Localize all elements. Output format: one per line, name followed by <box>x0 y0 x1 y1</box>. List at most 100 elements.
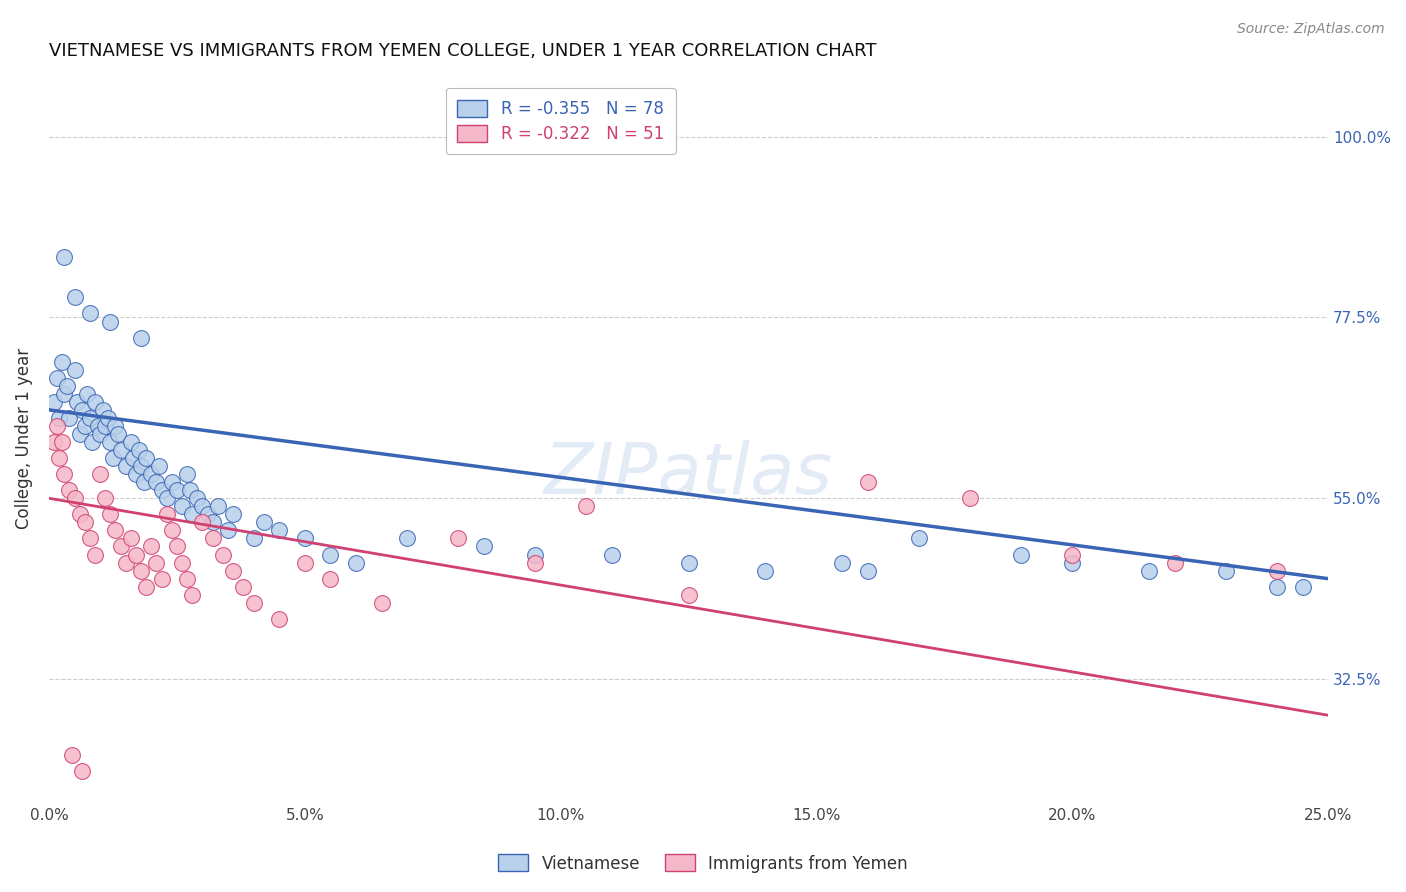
Point <box>201 532 224 546</box>
Point <box>42 435 65 450</box>
Point <box>253 516 276 530</box>
Point <box>472 540 495 554</box>
Point <box>84 548 107 562</box>
Point <box>94 419 117 434</box>
Point <box>73 419 96 434</box>
Point <box>1010 548 1032 562</box>
Point <box>84 395 107 409</box>
Point <box>97 411 120 425</box>
Point <box>148 459 170 474</box>
Point <box>176 572 198 586</box>
Point <box>91 403 114 417</box>
Point <box>114 459 136 474</box>
Point <box>678 588 700 602</box>
Point <box>396 532 419 546</box>
Point <box>201 516 224 530</box>
Point <box>207 500 229 514</box>
Point <box>1265 580 1288 594</box>
Point <box>104 419 127 434</box>
Point <box>1163 556 1185 570</box>
Point <box>181 508 204 522</box>
Point <box>222 508 245 522</box>
Point <box>959 491 981 506</box>
Legend: Vietnamese, Immigrants from Yemen: Vietnamese, Immigrants from Yemen <box>492 847 914 880</box>
Point <box>53 250 76 264</box>
Point <box>129 564 152 578</box>
Point <box>1137 564 1160 578</box>
Point <box>94 491 117 506</box>
Point <box>319 548 342 562</box>
Point <box>63 491 86 506</box>
Point <box>100 314 122 328</box>
Point <box>120 532 142 546</box>
Point <box>678 556 700 570</box>
Point <box>166 540 188 554</box>
Point <box>186 491 208 506</box>
Point <box>160 524 183 538</box>
Point <box>82 435 104 450</box>
Point <box>344 556 367 570</box>
Point <box>66 395 89 409</box>
Point <box>45 370 67 384</box>
Point <box>1215 564 1237 578</box>
Point <box>129 459 152 474</box>
Point <box>70 403 93 417</box>
Point <box>294 532 316 546</box>
Point <box>86 419 108 434</box>
Point <box>60 748 83 763</box>
Point <box>69 427 91 442</box>
Point <box>76 387 98 401</box>
Point <box>1062 548 1084 562</box>
Point <box>156 508 179 522</box>
Y-axis label: College, Under 1 year: College, Under 1 year <box>15 348 32 529</box>
Point <box>110 443 132 458</box>
Point <box>232 580 254 594</box>
Point <box>170 556 193 570</box>
Point <box>600 548 623 562</box>
Point <box>447 532 470 546</box>
Point <box>129 330 152 344</box>
Point <box>141 540 163 554</box>
Point <box>63 290 86 304</box>
Point <box>294 556 316 570</box>
Point <box>160 475 183 490</box>
Point <box>70 764 93 779</box>
Point <box>1265 564 1288 578</box>
Point <box>166 483 188 498</box>
Point <box>831 556 853 570</box>
Point <box>132 475 155 490</box>
Point <box>145 556 167 570</box>
Point <box>125 467 148 482</box>
Point <box>156 491 179 506</box>
Point <box>754 564 776 578</box>
Point <box>107 427 129 442</box>
Point <box>79 411 101 425</box>
Point <box>1062 556 1084 570</box>
Point <box>269 524 291 538</box>
Point <box>125 548 148 562</box>
Point <box>100 508 122 522</box>
Point <box>63 362 86 376</box>
Point <box>242 532 264 546</box>
Point <box>145 475 167 490</box>
Point <box>56 379 79 393</box>
Point <box>181 588 204 602</box>
Point <box>89 427 111 442</box>
Point <box>179 483 201 498</box>
Point <box>222 564 245 578</box>
Point <box>114 556 136 570</box>
Point <box>51 435 73 450</box>
Point <box>122 451 145 466</box>
Text: Source: ZipAtlas.com: Source: ZipAtlas.com <box>1237 22 1385 37</box>
Point <box>53 387 76 401</box>
Point <box>73 516 96 530</box>
Point <box>269 612 291 626</box>
Text: VIETNAMESE VS IMMIGRANTS FROM YEMEN COLLEGE, UNDER 1 YEAR CORRELATION CHART: VIETNAMESE VS IMMIGRANTS FROM YEMEN COLL… <box>49 42 876 60</box>
Point <box>191 500 214 514</box>
Point <box>120 435 142 450</box>
Point <box>170 500 193 514</box>
Text: ZIPatlas: ZIPatlas <box>544 440 834 509</box>
Point <box>135 580 157 594</box>
Point <box>197 508 219 522</box>
Point <box>100 435 122 450</box>
